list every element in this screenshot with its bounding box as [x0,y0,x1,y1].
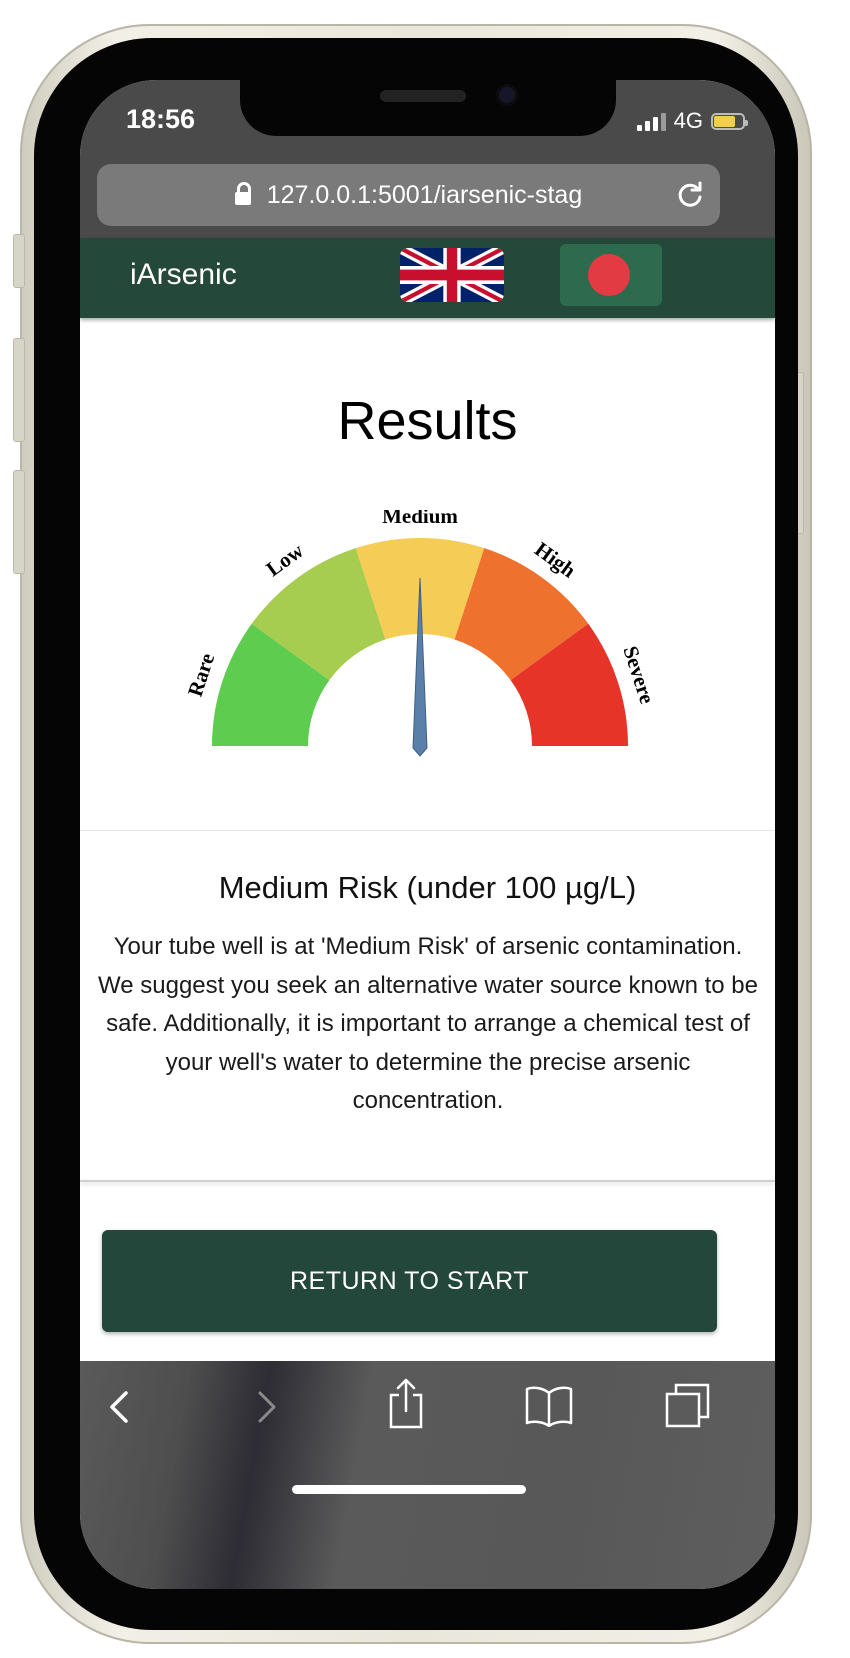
home-indicator [292,1485,526,1494]
uk-flag-icon [400,248,504,302]
speaker [380,90,466,102]
card-bottom-edge [80,1180,775,1182]
share-icon[interactable] [386,1377,426,1429]
mute-switch [13,234,25,288]
forward-icon [258,1391,276,1423]
gauge-segment-severe [510,623,628,746]
status-indicators: 4G [636,108,748,134]
english-flag-button[interactable] [400,248,504,302]
gauge-needle [412,577,428,757]
risk-heading: Medium Risk (under 100 µg/L) [218,870,637,905]
lock-icon [234,181,251,205]
browser-toolbar [80,1361,775,1589]
brand-title[interactable]: iArsenic [130,258,237,291]
battery-icon [711,112,748,130]
status-time: 18:56 [126,104,196,134]
gauge-label-low: Low [262,538,309,581]
tabs-icon[interactable] [664,1383,712,1429]
return-to-start-button[interactable]: RETURN TO START [102,1230,717,1332]
app-navbar: iArsenic [80,238,775,318]
gauge-needle-shape [412,577,428,757]
risk-description: Your tube well is at 'Medium Risk' of ar… [98,933,758,1114]
url-text: 127.0.0.1:5001/iarsenic-stag [266,180,583,209]
gauge-label-rare: Rare [183,650,219,699]
signal-icon [636,111,666,131]
gauge-segment-rare [212,623,330,746]
reload-icon[interactable] [674,179,706,211]
gauge-segment-high [454,548,589,681]
front-camera [496,84,518,106]
section-divider [80,830,775,831]
address-bar[interactable]: 127.0.0.1:5001/iarsenic-stag [97,164,720,226]
volume-up-button [13,338,25,442]
battery-level [714,115,735,127]
bookmarks-icon[interactable] [524,1385,574,1427]
notch [240,80,616,136]
screen: 18:56 4G 127.0.0.1:5001/iarsenic-stag iA… [80,80,775,1589]
gauge-segment-low [251,548,386,681]
volume-down-button [13,470,25,574]
gauge-label-severe: Severe [618,643,659,707]
bangladesh-flag-icon [588,254,630,296]
back-icon[interactable] [106,1387,134,1427]
network-type: 4G [673,108,703,133]
gauge-label-medium: Medium [382,510,458,528]
bangla-flag-button[interactable] [560,244,662,306]
page-title: Results [337,391,518,451]
